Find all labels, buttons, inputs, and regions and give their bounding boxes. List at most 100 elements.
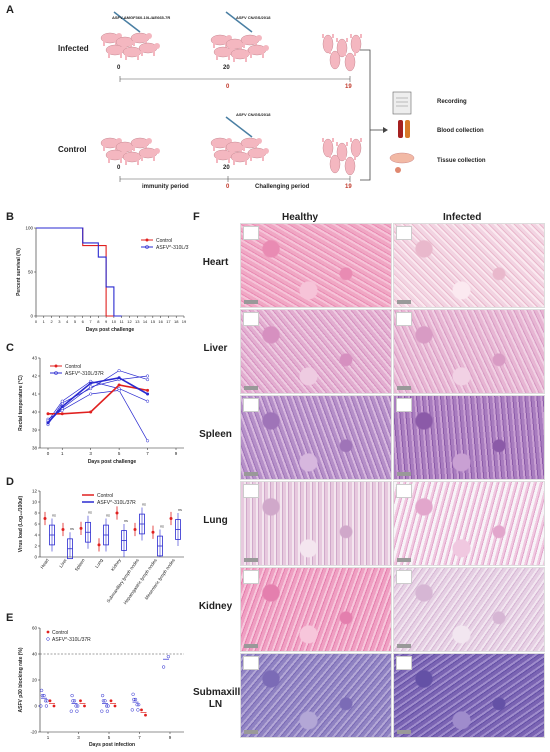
overview-thumbnail [243, 312, 259, 326]
tissue-icon [389, 152, 415, 164]
data-point [46, 412, 50, 416]
data-point-mutant [101, 699, 106, 703]
y-axis-label: Virus load (Log₁₀/100ul) [18, 495, 24, 552]
data-point-control [48, 699, 52, 703]
histology-image-healthy [240, 481, 392, 566]
survival-line-mutant [36, 227, 122, 317]
histology-image-infected [393, 223, 545, 308]
pig-group-infected-start [100, 32, 161, 61]
pig-group-infected-mid [210, 34, 270, 63]
data-point-mutant [137, 703, 141, 707]
data-point [117, 376, 121, 380]
pig-group-control-mid [210, 137, 270, 166]
scale-bar [397, 300, 411, 304]
x-tick-label: 18 [174, 319, 179, 324]
y-tick-label: 4 [34, 533, 37, 538]
syringe-icon [225, 116, 253, 138]
y-tick-label: -20 [30, 730, 37, 735]
y-tick-label: 41 [32, 392, 38, 397]
blocking-rate-chart: -20 0 20 40 60 1 3 5 7 9 ASFV p30 blocking rate (%… [18, 626, 184, 748]
pig-group-control-dead [321, 137, 363, 176]
data-point-mutant [136, 708, 140, 712]
data-point-control [169, 517, 173, 520]
data-point-mutant [44, 704, 49, 708]
x-tick-label: 7 [89, 319, 92, 324]
histology-row-label: Kidney [198, 600, 233, 612]
significance-label: ns [88, 511, 92, 515]
y-tick-label: 0 [34, 555, 37, 560]
x-tick-label: 13 [135, 319, 140, 324]
data-point [117, 383, 121, 387]
data-point-mutant [100, 709, 104, 713]
data-point-mutant [132, 697, 136, 702]
x-tick-label: 15 [151, 319, 156, 324]
legend-mutant-text: ASFV^-310L/37R [52, 637, 91, 643]
x-tick-label: 9 [169, 735, 172, 740]
x-tick-label: 5 [74, 319, 77, 324]
data-point [60, 412, 64, 416]
x-tick-label: 3 [77, 735, 80, 740]
data-point-control [61, 528, 65, 531]
panel-label-b: B [6, 211, 14, 223]
legend-control-text: Control [97, 493, 113, 499]
overview-thumbnail [243, 484, 259, 498]
y-axis-label: Rectal temperature (°C) [18, 375, 24, 431]
y-axis-label: Percent survival (%) [16, 248, 22, 296]
x-tick-label: 1 [43, 319, 46, 324]
significance-label: ns [52, 513, 56, 517]
y-tick-label: 38 [32, 446, 38, 451]
data-point [146, 388, 150, 392]
data-point-mutant [69, 709, 73, 713]
x-tick-label: 9 [105, 319, 108, 324]
scale-bar [244, 558, 258, 562]
challenge-strain-label-control: ASFV CN/GS/2018 [236, 112, 271, 117]
overview-thumbnail [396, 226, 412, 240]
x-tick-label: Heart [39, 557, 50, 569]
recording-label: Recording [437, 99, 467, 105]
x-tick-label: 7 [146, 451, 149, 456]
tissue-collection-label: Tissue collection [437, 158, 486, 164]
data-point [146, 378, 150, 382]
histology-image-healthy [240, 653, 392, 738]
y-tick-label: 10 [32, 500, 38, 505]
x-tick-label: 4 [66, 319, 69, 324]
data-point-mutant [71, 699, 75, 703]
y-tick-label: 42 [32, 374, 38, 379]
x-axis-label: Days post challenge [86, 327, 135, 333]
histology-row-label: Submaxillary LN [193, 686, 256, 710]
data-point-mutant [39, 688, 44, 693]
histology-image-infected [393, 481, 545, 566]
x-tick-label: 10 [112, 319, 117, 324]
panel-label-f: F [193, 211, 200, 223]
data-point-mutant [43, 699, 48, 703]
x-axis-label: Days post infection [89, 742, 135, 748]
data-point-control [43, 517, 47, 520]
day-label: 0 [117, 165, 121, 171]
data-point-mutant [74, 704, 78, 708]
scale-bar [244, 730, 258, 734]
blood-collection-label: Blood collection [437, 128, 484, 134]
scale-bar [244, 472, 258, 476]
x-tick-label: Spleen [74, 557, 86, 572]
overview-thumbnail [396, 656, 412, 670]
infected-column-header: Infected [443, 212, 482, 223]
histology-row-label: Lung [203, 514, 228, 526]
data-point-mutant [133, 697, 138, 702]
data-point-control [52, 704, 56, 708]
data-point [89, 385, 93, 389]
data-point [146, 392, 150, 396]
individual-temperature-line [47, 370, 148, 425]
x-tick-label: 0 [47, 451, 50, 456]
x-tick-label: 16 [158, 319, 163, 324]
data-point-mutant [40, 693, 45, 698]
data-point-mutant [106, 704, 110, 708]
data-point-control [151, 530, 155, 534]
x-tick-label: 5 [108, 735, 111, 740]
data-point-mutant [103, 699, 107, 703]
y-tick-label: 0 [34, 704, 37, 709]
x-tick-label: Hepatogastric lymph nodes [122, 557, 158, 605]
x-tick-label: 14 [143, 319, 148, 324]
panel-label-a: A [6, 4, 14, 16]
individual-temperature-line [47, 390, 148, 441]
